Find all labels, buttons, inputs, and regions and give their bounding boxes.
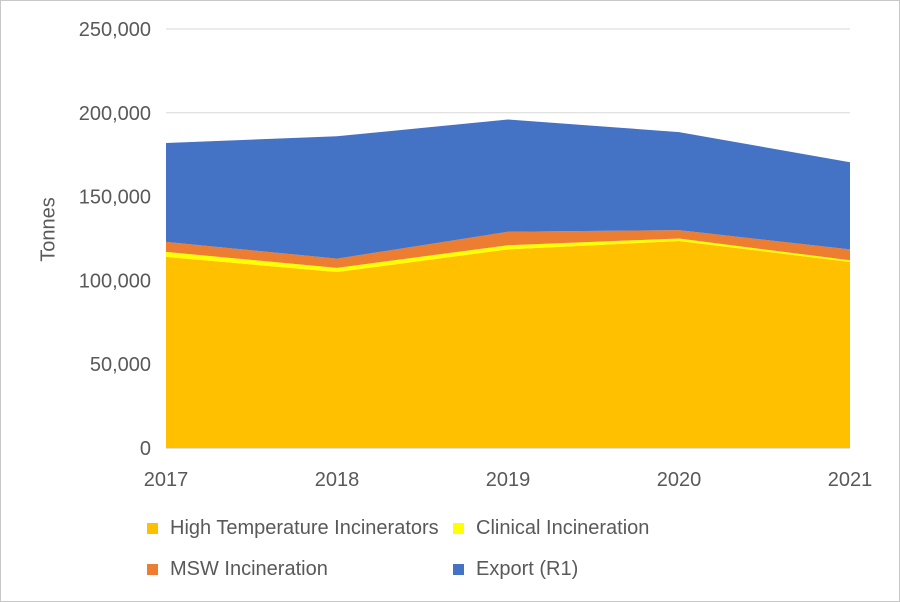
legend-label-clinical-incineration: Clinical Incineration <box>476 516 650 539</box>
legend-swatch-clinical-incineration <box>453 522 464 534</box>
y-tick-label: 150,000 <box>79 187 151 209</box>
legend-item-high-temperature-incinerators: High Temperature Incinerators <box>147 517 453 539</box>
legend-swatch-export-r1 <box>453 563 464 575</box>
legend-item-export-r1: Export (R1) <box>453 558 649 580</box>
y-tick-label: 100,000 <box>79 270 151 292</box>
legend-label-high-temperature-incinerators: High Temperature Incinerators <box>170 516 439 539</box>
x-tick-label: 2018 <box>315 469 360 491</box>
legend-swatch-high-temperature-incinerators <box>147 522 158 534</box>
legend-label-export-r1: Export (R1) <box>476 557 579 580</box>
x-tick-label: 2019 <box>486 469 531 491</box>
y-axis-title: Tonnes <box>37 197 60 262</box>
area-msw-incineration <box>166 230 850 268</box>
x-tick-label: 2020 <box>657 469 702 491</box>
y-tick-label: 50,000 <box>90 354 151 376</box>
y-tick-label: 250,000 <box>79 19 151 41</box>
legend-item-msw-incineration: MSW Incineration <box>147 558 453 580</box>
legend-item-clinical-incineration: Clinical Incineration <box>453 517 649 539</box>
chart-legend: High Temperature Incinerators Clinical I… <box>147 517 649 580</box>
y-tick-label: 200,000 <box>79 103 151 125</box>
area-high-temperature-incinerators <box>166 241 850 448</box>
area-export-r1 <box>166 119 850 259</box>
y-tick-label: 0 <box>140 438 151 460</box>
x-tick-label: 2021 <box>828 469 873 491</box>
legend-label-msw-incineration: MSW Incineration <box>170 557 328 580</box>
legend-swatch-msw-incineration <box>147 563 158 575</box>
x-tick-label: 2017 <box>144 469 189 491</box>
